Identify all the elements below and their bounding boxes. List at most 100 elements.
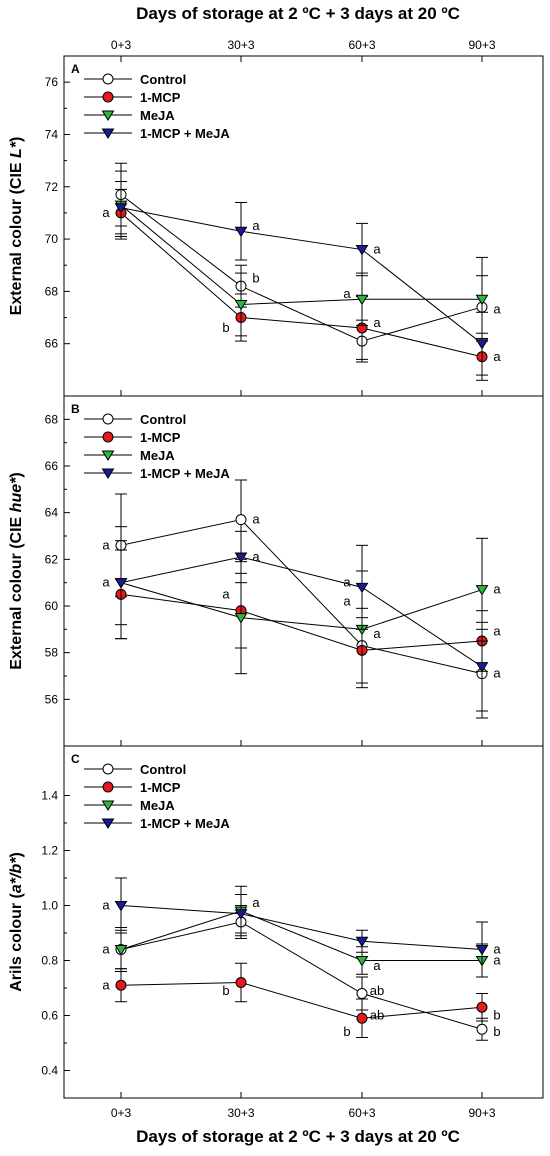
- significance-letter: a: [102, 977, 110, 992]
- y-tick-label: 68: [45, 284, 59, 298]
- y-tick-label: 56: [45, 692, 59, 706]
- significance-letter: a: [493, 953, 501, 968]
- y-tick-label: 72: [45, 180, 59, 194]
- data-point: [114, 945, 128, 956]
- legend-label: MeJA: [140, 798, 175, 813]
- legend-marker: [101, 450, 115, 461]
- y-axis-title-part: L*: [8, 141, 25, 158]
- series-1-mcp: [115, 962, 488, 1038]
- y-tick-label: 60: [45, 599, 59, 613]
- series-line: [120, 582, 483, 630]
- panel-A: A 66 68 70 72 74 76 0+3 30+3 60+3 90+3 External col…: [8, 38, 544, 397]
- x-tick-label: 90+3: [468, 1106, 495, 1120]
- significance-letter: a: [373, 958, 381, 973]
- y-axis-title-part: ): [8, 472, 25, 477]
- x-tick-label: 60+3: [348, 1106, 375, 1120]
- significance-letter: a: [493, 582, 501, 597]
- significance-letter: a: [102, 898, 110, 913]
- significance-letter: a: [102, 942, 110, 957]
- series-line: [120, 981, 483, 1019]
- significance-letter: a: [252, 512, 260, 527]
- y-axis-title-part: ): [8, 137, 25, 142]
- data-point: [355, 582, 369, 594]
- y-axis-title: External colour (CIE L*): [8, 137, 25, 316]
- series-line: [120, 921, 483, 1030]
- x-tick-label-top: 30+3: [227, 38, 254, 52]
- y-tick-label: 1.4: [41, 789, 58, 803]
- data-point: [114, 578, 128, 589]
- y-tick-label: 64: [45, 506, 59, 520]
- data-point: [475, 339, 489, 350]
- panel-C: C 0.4 0.6 0.8 1.0 1.2 1.4 0+3 30+3 60+3 90+3 Arils …: [8, 745, 544, 1120]
- data-point: [475, 585, 489, 596]
- significance-letter: a: [493, 666, 501, 681]
- y-tick-label: 0.8: [41, 954, 58, 968]
- significance-letter: a: [102, 575, 110, 590]
- x-tick-label: 0+3: [111, 1106, 132, 1120]
- legend-marker: [102, 431, 114, 443]
- series-meja: [114, 170, 489, 342]
- legend-label: MeJA: [140, 448, 175, 463]
- legend-label: Control: [140, 762, 186, 777]
- significance-letter: a: [102, 205, 110, 220]
- data-point: [234, 909, 248, 920]
- legend: Control 1-MCP MeJA 1-MCP + MeJA: [84, 72, 230, 141]
- legend-marker: [101, 818, 115, 829]
- top-x-axis-title: Days of storage at 2 ºC + 3 days at 20 º…: [136, 4, 460, 23]
- data-point: [475, 662, 489, 673]
- data-point: [476, 1001, 488, 1013]
- significance-letter: a: [252, 218, 260, 233]
- significance-letter: b: [343, 1024, 350, 1039]
- significance-letter: a: [493, 942, 501, 957]
- series-line: [120, 593, 483, 651]
- data-point: [355, 956, 369, 967]
- significance-letter: a: [343, 286, 351, 301]
- significance-letter: a: [373, 315, 381, 330]
- y-tick-label: 66: [45, 459, 59, 473]
- legend-marker: [102, 413, 114, 425]
- significance-letter: a: [252, 549, 260, 564]
- series-line: [120, 194, 483, 342]
- data-point: [235, 977, 247, 988]
- y-tick-label: 74: [45, 127, 59, 141]
- legend: Control 1-MCP MeJA 1-MCP + MeJA: [84, 762, 230, 831]
- legend-marker: [101, 128, 115, 139]
- y-tick-label: 1.0: [41, 899, 58, 913]
- legend-label: 1-MCP: [140, 430, 181, 445]
- legend-label: MeJA: [140, 108, 175, 123]
- significance-letter: b: [222, 983, 229, 998]
- significance-letter: a: [222, 586, 230, 601]
- legend-label: 1-MCP + MeJA: [140, 816, 230, 831]
- x-tick-label-top: 0+3: [111, 38, 132, 52]
- series-1-mcp-meja: [114, 877, 489, 978]
- data-point: [115, 979, 127, 991]
- legend-marker: [101, 110, 115, 121]
- y-axis-title-part: External colour (CIE: [8, 158, 25, 315]
- y-axis-title: External colour (CIE hue*): [8, 472, 25, 669]
- y-axis-title-part: a*/b*: [8, 857, 25, 893]
- significance-letter: ab: [370, 1008, 384, 1023]
- series-line: [120, 212, 483, 358]
- significance-letter: a: [252, 895, 260, 910]
- plot-frame: [63, 395, 544, 747]
- data-point: [475, 294, 489, 306]
- legend: Control 1-MCP MeJA 1-MCP + MeJA: [84, 412, 230, 481]
- legend-marker: [102, 73, 114, 85]
- data-point: [356, 988, 368, 999]
- significance-letter: a: [343, 593, 351, 608]
- legend-marker: [102, 781, 114, 793]
- y-axis-title-part: hue*: [8, 477, 25, 512]
- legend-label: 1-MCP + MeJA: [140, 126, 230, 141]
- y-tick-label: 58: [45, 646, 59, 660]
- significance-letter: b: [493, 1008, 500, 1023]
- data-point: [475, 945, 489, 956]
- panels: A 66 68 70 72 74 76 0+3 30+3 60+3 90+3 External col…: [8, 38, 544, 1120]
- panel-label: A: [71, 62, 80, 76]
- y-axis-title: Arils colour (a*/b*): [8, 852, 25, 992]
- significance-letter: b: [222, 320, 229, 335]
- significance-letter: a: [373, 626, 381, 641]
- legend-label: Control: [140, 412, 186, 427]
- data-point: [114, 901, 128, 912]
- significance-letter: a: [493, 624, 501, 639]
- plot-frame: [63, 745, 544, 1099]
